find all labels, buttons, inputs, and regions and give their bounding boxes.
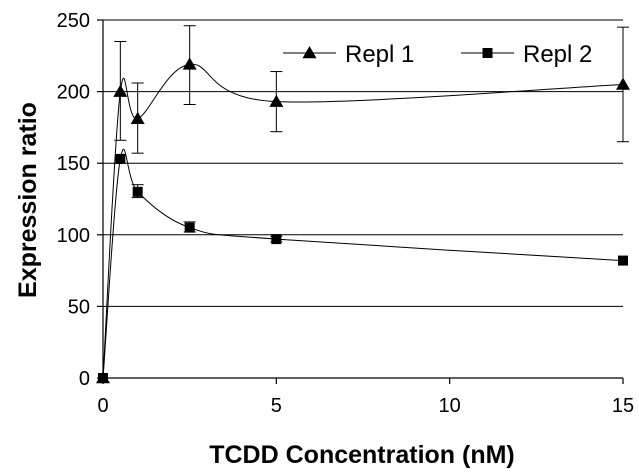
data-point-series-2 — [618, 255, 628, 266]
y-axis-title: Expression ratio — [14, 102, 42, 298]
x-tick-label-15: 15 — [612, 395, 634, 417]
y-tick-label-100: 100 — [57, 225, 90, 247]
x-tick-label-5: 5 — [271, 395, 282, 417]
y-tick-label-50: 50 — [68, 296, 90, 318]
series-1 — [96, 25, 630, 384]
y-tick-label-150: 150 — [57, 153, 90, 175]
x-tick-label-0: 0 — [97, 395, 108, 417]
data-point-series-2 — [132, 186, 143, 197]
legend-item-1: Repl 1 — [283, 41, 414, 68]
axes — [97, 19, 624, 384]
data-point-series-2 — [115, 153, 126, 164]
y-tick-label-200: 200 — [57, 82, 90, 104]
data-point-series-2 — [184, 222, 195, 233]
data-point-series-2 — [271, 234, 282, 245]
x-axis-title: TCDD Concentration (nM) — [209, 441, 515, 469]
legend-marker — [482, 48, 493, 58]
series-layer — [96, 25, 630, 384]
series-line-1 — [102, 63, 624, 379]
y-tick-label-250: 250 — [57, 10, 90, 32]
legend-label: Repl 2 — [523, 41, 592, 68]
data-point-series-1 — [113, 84, 128, 97]
legend-marker — [302, 46, 317, 59]
series-line-2 — [102, 149, 624, 379]
data-point-series-1 — [182, 57, 197, 70]
tick-labels: 0 50 100 150 200 250 0 5 10 15 — [57, 10, 635, 417]
x-tick-label-10: 10 — [439, 395, 461, 417]
series-2 — [98, 149, 628, 383]
legend: Repl 1 Repl 2 — [283, 41, 592, 68]
legend-item-2: Repl 2 — [461, 41, 592, 68]
legend-label: Repl 1 — [345, 41, 414, 68]
data-point-series-1 — [130, 111, 145, 125]
y-tick-label-0: 0 — [79, 368, 90, 390]
data-point-series-2 — [98, 373, 108, 383]
data-point-series-1 — [269, 94, 284, 107]
data-point-series-1 — [616, 77, 630, 90]
